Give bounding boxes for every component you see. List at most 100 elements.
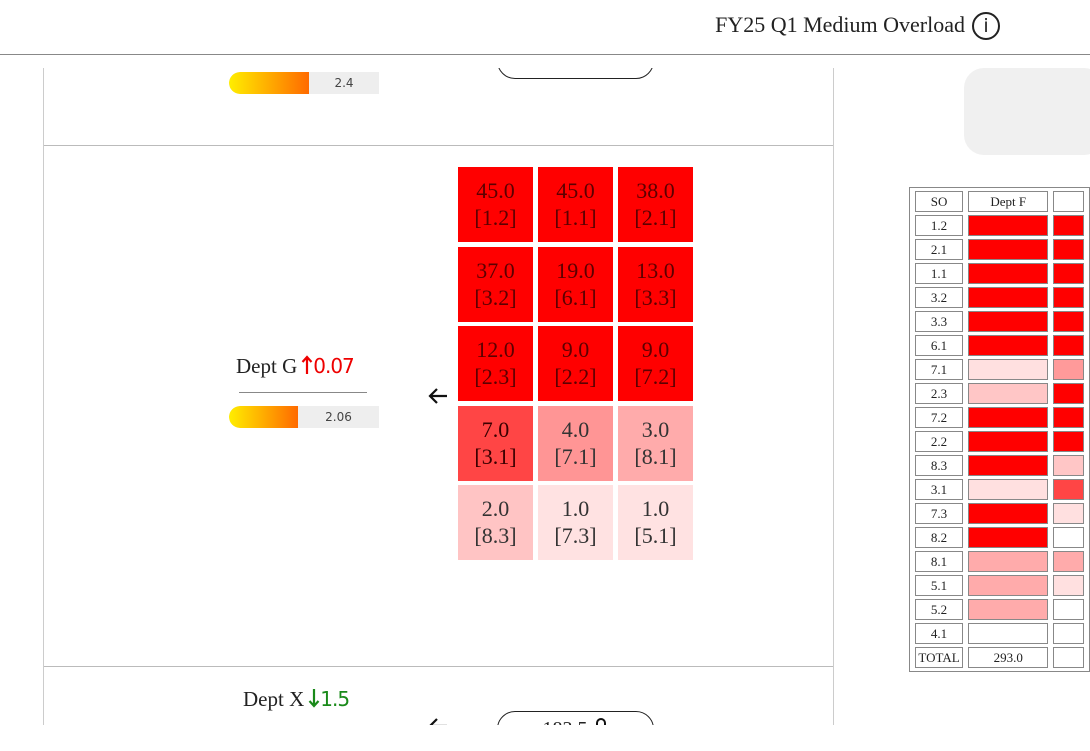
dept-name: Dept G (236, 354, 298, 378)
arrow-left-button[interactable] (427, 386, 449, 406)
heat-cell (968, 575, 1049, 596)
so-cell: 7.1 (915, 359, 964, 380)
table-row: 5.1 (915, 575, 1084, 596)
cell-code: [6.1] (554, 284, 597, 310)
heat-cell (1053, 503, 1084, 524)
so-cell: 3.1 (915, 479, 964, 500)
dept-name: Dept X (243, 687, 305, 711)
heat-cell (968, 287, 1049, 308)
separator (44, 145, 833, 146)
heat-cell (1053, 551, 1084, 572)
progress-bar: 2.06 (229, 406, 379, 428)
cell-value: 19.0 (556, 257, 595, 283)
dept-change: 0.07 (313, 354, 355, 378)
table-row: 3.2 (915, 287, 1084, 308)
heatmap-cell: 19.0 [6.1] (538, 246, 613, 322)
heat-cell (1053, 287, 1084, 308)
column-header: Dept F (968, 191, 1049, 212)
so-cell: 1.2 (915, 215, 964, 236)
table-row: 5.2 (915, 599, 1084, 620)
heatmap-cell: 4.0 [7.1] (538, 405, 613, 481)
table-row: 7.3 (915, 503, 1084, 524)
progress-bar: 2.4 (229, 72, 379, 94)
cell-value: 4.0 (561, 416, 590, 442)
heatmap-cell: 7.0 [3.1] (458, 405, 533, 481)
so-cell: 8.2 (915, 527, 964, 548)
cell-code: [7.3] (554, 523, 597, 548)
cell-code: [3.3] (634, 284, 677, 310)
heat-cell (1053, 431, 1084, 452)
cell-code: [7.2] (634, 364, 677, 389)
table-row: 4.1 (915, 623, 1084, 644)
table-row: 8.2 (915, 527, 1084, 548)
column-header: SO (915, 191, 964, 212)
cell-value: 37.0 (476, 257, 515, 283)
underline (239, 392, 367, 393)
cell-code: [3.1] (474, 443, 517, 469)
separator (44, 666, 833, 667)
total-label: TOTAL (915, 647, 964, 668)
so-cell: 8.1 (915, 551, 964, 572)
cell-code: [7.1] (554, 443, 597, 469)
header: FY25 Q1 Medium Overload i (0, 0, 1090, 55)
cell-code: [2.3] (474, 364, 517, 389)
table-row: 6.1 (915, 335, 1084, 356)
so-cell: 3.2 (915, 287, 964, 308)
heat-cell (968, 503, 1049, 524)
heat-cell (968, 623, 1049, 644)
heatmap-cell: 45.0 [1.1] (538, 167, 613, 242)
so-cell: 2.2 (915, 431, 964, 452)
cell-code: [3.2] (474, 284, 517, 310)
cell-value: 45.0 (556, 178, 595, 203)
score: 2.06 (325, 410, 352, 424)
cell-value: 9.0 (641, 337, 670, 362)
cell-code: [1.1] (554, 205, 597, 230)
info-button[interactable]: i (972, 12, 1000, 40)
dept-change: 1.5 (320, 687, 350, 711)
so-cell: 2.1 (915, 239, 964, 260)
so-cell: 5.2 (915, 599, 964, 620)
table-row: 1.2 (915, 215, 1084, 236)
heat-cell (1053, 263, 1084, 284)
up-arrow-icon (301, 355, 313, 374)
pill[interactable]: 183.5 (497, 711, 654, 725)
heat-cell (1053, 311, 1084, 332)
heat-cell (968, 335, 1049, 356)
heat-cell (968, 527, 1049, 548)
cell-code: [8.3] (474, 523, 517, 548)
so-table: SO Dept F 1.2 2.1 1.1 3.2 3.3 6.1 7.1 2.3 7.2 2.2… (909, 187, 1090, 672)
cell-value: 3.0 (641, 416, 670, 442)
lock-icon (595, 718, 606, 725)
heatmap-cell: 45.0 [1.2] (458, 167, 533, 242)
cell-value: 38.0 (636, 178, 675, 203)
heat-cell (968, 599, 1049, 620)
column-header (1053, 191, 1084, 212)
heat-cell (968, 479, 1049, 500)
table-row: 7.2 (915, 407, 1084, 428)
heat-cell (968, 239, 1049, 260)
heat-cell (968, 455, 1049, 476)
so-cell: 2.3 (915, 383, 964, 404)
table-row: 2.1 (915, 239, 1084, 260)
so-cell: 7.3 (915, 503, 964, 524)
cell-code: [5.1] (634, 523, 677, 548)
cell-value: 9.0 (561, 337, 590, 362)
dept-heading: Dept X 1.5 (243, 687, 350, 712)
heat-cell (968, 431, 1049, 452)
heat-cell (1053, 239, 1084, 260)
cell-value: 1.0 (561, 496, 590, 521)
heatmap-cell: 37.0 [3.2] (458, 246, 533, 322)
heatmap-cell: 13.0 [3.3] (618, 246, 693, 322)
cell-value: 2.0 (481, 496, 510, 521)
table-row: 1.1 (915, 263, 1084, 284)
arrow-left-button[interactable] (427, 716, 449, 725)
pill-value: 183.5 (543, 718, 588, 725)
heat-cell (1053, 575, 1084, 596)
cell-code: [1.2] (474, 205, 517, 230)
table-row: 2.3 (915, 383, 1084, 404)
heat-cell (968, 311, 1049, 332)
so-cell: 5.1 (915, 575, 964, 596)
heatmap-cell: 9.0 [7.2] (618, 326, 693, 401)
pill[interactable] (497, 68, 654, 79)
cell-code: [2.1] (634, 205, 677, 230)
